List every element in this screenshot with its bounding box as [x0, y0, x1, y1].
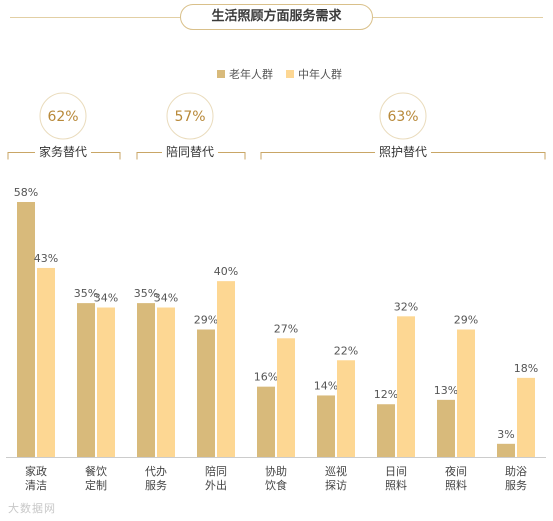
- group-bracket-left-2: [260, 152, 375, 160]
- bar-middle-aged-6: [397, 316, 415, 457]
- data-label-middle-aged-3: 40%: [214, 265, 238, 278]
- bar-elderly-2: [137, 303, 155, 457]
- bar-middle-aged-0: [37, 267, 55, 457]
- bar-elderly-4: [257, 386, 275, 457]
- category-label-4-1: 饮食: [265, 478, 287, 492]
- bar-elderly-8: [497, 443, 515, 457]
- data-label-middle-aged-1: 34%: [94, 292, 118, 305]
- group-percent-2: 63%: [387, 109, 418, 125]
- group-label-1: 陪同替代: [166, 144, 214, 159]
- data-label-middle-aged-5: 22%: [334, 344, 358, 357]
- bar-middle-aged-8: [517, 377, 535, 457]
- group-circle-0: [39, 92, 87, 140]
- group-circle-1: [166, 92, 214, 140]
- group-percent-0: 62%: [47, 109, 78, 125]
- category-label-0-1: 清洁: [25, 479, 47, 492]
- bar-middle-aged-2: [157, 307, 175, 457]
- category-label-7-1: 照料: [445, 478, 467, 492]
- group-bracket-right-2: [431, 152, 546, 160]
- legend-label-middle-aged: 中年人群: [298, 68, 342, 81]
- group-label-2: 照护替代: [379, 145, 427, 159]
- category-label-6-0: 日间: [385, 465, 407, 478]
- data-label-middle-aged-8: 18%: [514, 362, 538, 375]
- category-label-3-1: 外出: [205, 478, 227, 492]
- category-label-2-1: 服务: [145, 479, 167, 492]
- title-bar: 生活照顾方面服务需求: [0, 0, 553, 36]
- data-label-middle-aged-2: 34%: [154, 292, 178, 305]
- data-label-elderly-0: 58%: [14, 186, 38, 199]
- title-rule-right: [373, 17, 543, 18]
- data-label-elderly-3: 29%: [194, 314, 218, 327]
- category-label-6-1: 照料: [385, 478, 407, 492]
- legend-item-elderly: 老年人群: [217, 66, 273, 82]
- group-percent-1: 57%: [174, 109, 205, 125]
- category-label-8-0: 助浴: [505, 464, 527, 478]
- watermark: 大数据网: [8, 502, 56, 515]
- title-rule-left: [10, 17, 180, 18]
- data-label-elderly-6: 12%: [374, 388, 398, 401]
- data-label-elderly-4: 16%: [254, 371, 278, 384]
- bar-elderly-5: [317, 395, 335, 457]
- group-bracket-left-1: [136, 152, 162, 160]
- bar-elderly-7: [437, 399, 455, 457]
- group-label-0: 家务替代: [39, 144, 87, 159]
- data-label-elderly-1: 35%: [74, 287, 98, 300]
- category-label-2-0: 代办: [145, 465, 167, 478]
- category-label-1-0: 餐饮: [85, 464, 107, 478]
- bar-middle-aged-4: [277, 338, 295, 457]
- category-label-0-0: 家政: [25, 464, 47, 478]
- group-circle-2: [379, 92, 427, 140]
- bar-elderly-3: [197, 329, 215, 457]
- legend-label-elderly: 老年人群: [229, 68, 273, 81]
- category-label-7-0: 夜间: [445, 464, 467, 478]
- group-bracket-right-0: [91, 152, 121, 160]
- data-label-elderly-2: 35%: [134, 287, 158, 300]
- data-label-middle-aged-6: 32%: [394, 300, 418, 313]
- category-label-4-0: 协助: [265, 464, 287, 478]
- bar-elderly-1: [77, 303, 95, 457]
- legend-swatch-middle-aged: [286, 70, 294, 78]
- data-label-elderly-7: 13%: [434, 384, 458, 397]
- bar-elderly-0: [17, 202, 35, 457]
- category-label-5-1: 探访: [325, 479, 347, 492]
- category-label-1-1: 定制: [85, 478, 107, 492]
- bar-middle-aged-1: [97, 307, 115, 457]
- group-bracket-left-0: [7, 152, 35, 160]
- bar-elderly-6: [377, 404, 395, 457]
- page-title: 生活照顾方面服务需求: [180, 4, 373, 30]
- category-label-3-0: 陪同: [205, 464, 227, 478]
- data-label-elderly-5: 14%: [314, 379, 338, 392]
- category-label-5-0: 巡视: [325, 464, 347, 478]
- legend-swatch-elderly: [217, 70, 225, 78]
- bar-middle-aged-7: [457, 329, 475, 457]
- category-label-8-1: 服务: [505, 479, 527, 492]
- data-label-elderly-8: 3%: [497, 428, 514, 441]
- group-bracket-right-1: [218, 152, 246, 160]
- data-label-middle-aged-7: 29%: [454, 314, 478, 327]
- bar-middle-aged-5: [337, 360, 355, 457]
- legend-item-middle-aged: 中年人群: [286, 66, 342, 82]
- data-label-middle-aged-4: 27%: [274, 322, 298, 335]
- data-label-middle-aged-0: 43%: [34, 252, 58, 265]
- bar-middle-aged-3: [217, 281, 235, 457]
